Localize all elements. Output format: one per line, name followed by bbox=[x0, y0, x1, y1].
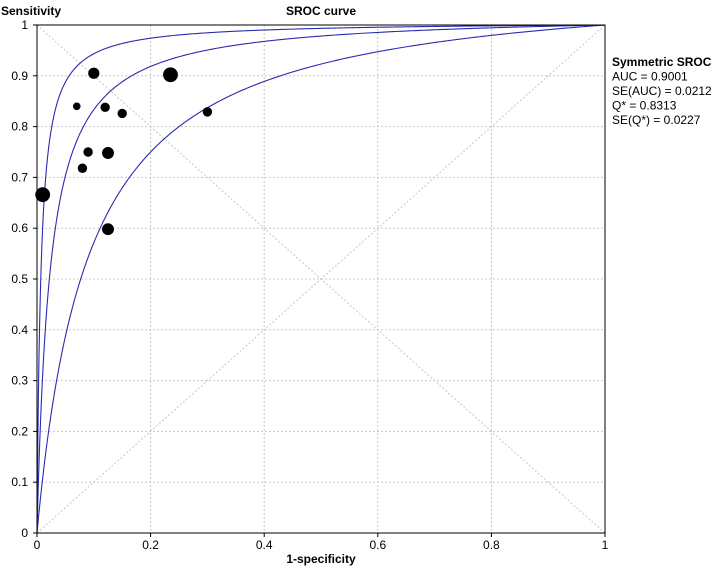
stats-se-auc: SE(AUC) = 0.0212 bbox=[612, 84, 712, 98]
y-tick-label: 0.7 bbox=[11, 170, 28, 184]
x-tick-label: 1 bbox=[602, 538, 609, 552]
study-point bbox=[100, 102, 110, 112]
y-tick-label: 0 bbox=[21, 526, 28, 540]
x-tick-label: 0.8 bbox=[483, 538, 500, 552]
study-point bbox=[163, 67, 178, 83]
y-tick-label: 0.4 bbox=[11, 323, 28, 337]
sroc-curves bbox=[36, 24, 606, 534]
study-point bbox=[88, 67, 100, 79]
study-point bbox=[72, 102, 81, 111]
x-axis-ticks: 0 0.2 0.4 0.6 0.8 1 bbox=[34, 533, 609, 552]
stats-q-star: Q* = 0.8313 bbox=[612, 99, 677, 113]
y-tick-label: 1 bbox=[21, 18, 28, 32]
study-point bbox=[117, 108, 127, 119]
x-tick-label: 0 bbox=[34, 538, 41, 552]
study-point bbox=[102, 147, 114, 159]
y-tick-label: 0.3 bbox=[11, 374, 28, 388]
sroc-lower-ci-curve bbox=[36, 24, 606, 534]
x-tick-label: 0.2 bbox=[142, 538, 159, 552]
study-point bbox=[77, 163, 88, 173]
study-point bbox=[102, 223, 114, 236]
y-axis-label: Sensitivity bbox=[1, 4, 61, 18]
study-point bbox=[35, 187, 51, 203]
stats-heading: Symmetric SROC bbox=[612, 55, 712, 69]
y-tick-label: 0.5 bbox=[11, 272, 28, 286]
study-points bbox=[35, 67, 213, 236]
x-tick-label: 0.6 bbox=[369, 538, 386, 552]
y-tick-label: 0.9 bbox=[11, 69, 28, 83]
y-tick-label: 0.2 bbox=[11, 424, 28, 438]
y-tick-label: 0.6 bbox=[11, 221, 28, 235]
study-point bbox=[202, 107, 213, 117]
y-tick-label: 0.1 bbox=[11, 475, 28, 489]
stats-se-q-star: SE(Q*) = 0.0227 bbox=[612, 113, 701, 127]
study-point bbox=[83, 147, 93, 157]
sroc-upper-ci-curve bbox=[36, 24, 606, 533]
y-axis-ticks: 0 0.1 0.2 0.3 0.4 0.5 0.6 0.7 0.8 0.9 1 bbox=[11, 18, 37, 540]
stats-auc: AUC = 0.9001 bbox=[612, 70, 688, 84]
sroc-curve bbox=[36, 24, 606, 533]
chart-title: SROC curve bbox=[286, 4, 356, 18]
reference-lines bbox=[36, 24, 606, 534]
x-axis-label: 1-specificity bbox=[286, 552, 356, 566]
q-star-diagonal bbox=[36, 24, 606, 534]
y-tick-label: 0.8 bbox=[11, 120, 28, 134]
stats-box: Symmetric SROC AUC = 0.9001 SE(AUC) = 0.… bbox=[612, 55, 712, 127]
x-tick-label: 0.4 bbox=[256, 538, 273, 552]
